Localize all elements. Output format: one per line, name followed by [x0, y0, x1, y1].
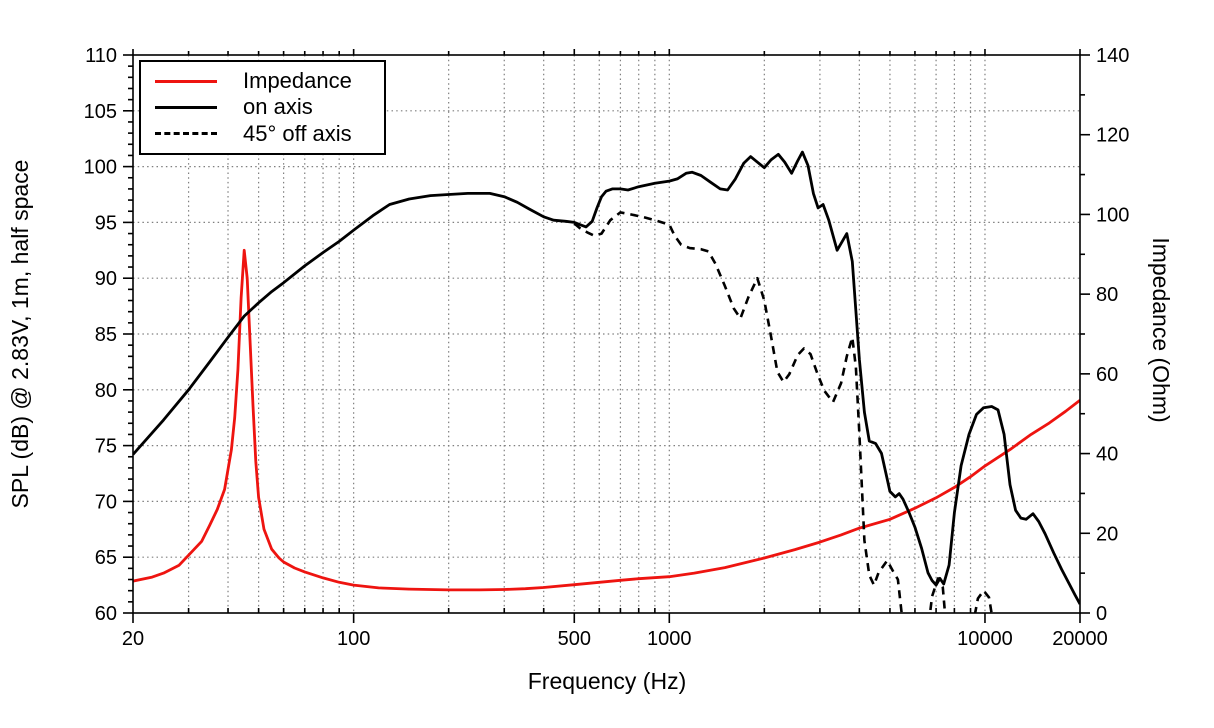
y-left-tick-label: 75 [95, 436, 117, 458]
legend-item-impedance: Impedance [155, 68, 384, 94]
x-tick-label: 100 [337, 628, 370, 650]
y-left-tick-label: 95 [95, 212, 117, 234]
x-tick-label: 20 [122, 628, 144, 650]
y-left-tick-label: 90 [95, 268, 117, 290]
y-right-tick-label: 60 [1096, 364, 1118, 386]
on-axis-curve [133, 150, 1080, 605]
x-tick-label: 20000 [1052, 628, 1108, 650]
x-axis-title: Frequency (Hz) [528, 668, 686, 694]
y-left-tick-label: 85 [95, 324, 117, 346]
off-axis-line-sample [155, 132, 217, 136]
y-left-axis-title: SPL (dB) @ 2.83V, 1m, half space [7, 160, 33, 509]
y-left-tick-label: 100 [84, 157, 117, 179]
legend-label-on-axis: on axis [243, 94, 313, 120]
impedance-line-sample [155, 79, 217, 83]
y-left-tick-label: 80 [95, 380, 117, 402]
y-right-tick-label: 20 [1096, 523, 1118, 545]
legend-label-impedance: Impedance [243, 68, 352, 94]
legend-item-off-axis: 45° off axis [155, 121, 384, 147]
y-left-tick-label: 65 [95, 547, 117, 569]
y-right-tick-label: 100 [1096, 204, 1129, 226]
data-curves [133, 150, 1080, 613]
legend-item-on-axis: on axis [155, 94, 384, 120]
x-tick-label: 10000 [957, 628, 1013, 650]
x-tick-label: 1000 [647, 628, 692, 650]
axis-ticks [123, 49, 1090, 623]
axis-tick-labels: 20 100 500 1000 10000 20000606570758085909510… [84, 45, 1130, 650]
y-left-tick-label: 70 [95, 491, 117, 513]
y-right-tick-label: 40 [1096, 444, 1118, 466]
on-axis-line-sample [155, 105, 217, 109]
y-right-axis-title: Impedance (Ohm) [1148, 237, 1174, 422]
y-right-tick-label: 140 [1096, 45, 1129, 67]
y-right-tick-label: 120 [1096, 125, 1129, 147]
y-right-tick-label: 0 [1096, 603, 1107, 625]
impedance-curve [133, 248, 1080, 592]
legend-box: Impedance on axis 45° off axis [139, 60, 386, 155]
y-left-tick-label: 105 [84, 101, 117, 123]
y-left-tick-label: 110 [85, 45, 117, 67]
x-tick-label: 500 [558, 628, 591, 650]
legend-label-off-axis: 45° off axis [243, 120, 352, 146]
off-axis-curve [573, 211, 993, 613]
y-left-tick-label: 60 [95, 603, 117, 625]
y-right-tick-label: 80 [1096, 284, 1118, 306]
